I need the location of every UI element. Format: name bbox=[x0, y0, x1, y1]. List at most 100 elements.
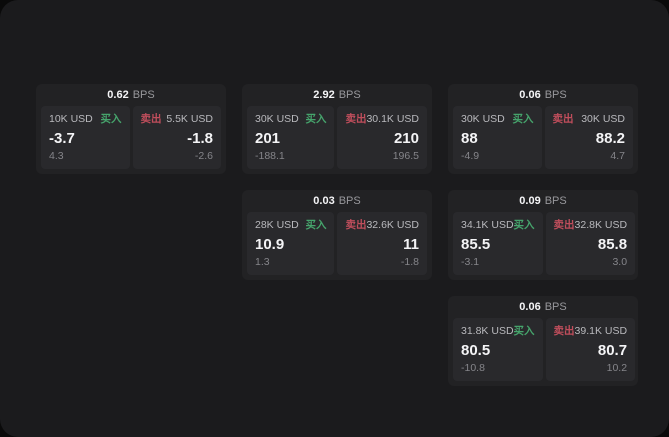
sell-tile-header: 卖出 32.6K USD bbox=[345, 219, 419, 232]
sell-amount: 30.1K USD bbox=[366, 113, 419, 125]
buy-amount: 30K USD bbox=[461, 113, 505, 125]
buy-price: 10.9 bbox=[255, 236, 285, 253]
sell-delta: 4.7 bbox=[610, 150, 625, 162]
sell-price: 11 bbox=[403, 236, 419, 253]
card-header: 2.92 BPS bbox=[247, 84, 427, 106]
sell-amount: 32.6K USD bbox=[366, 219, 419, 231]
bps-unit-label: BPS bbox=[338, 89, 361, 101]
buy-tile[interactable]: 30K USD 买入 88 -4.9 bbox=[453, 106, 542, 169]
sell-side-label: 卖出 bbox=[553, 219, 575, 231]
buy-side-label: 买入 bbox=[512, 113, 534, 125]
card-header: 0.62 BPS bbox=[41, 84, 221, 106]
buy-tile-header: 30K USD 买入 bbox=[461, 113, 534, 126]
buy-delta: 4.3 bbox=[49, 150, 64, 162]
sell-tile[interactable]: 卖出 30.1K USD 210 196.5 bbox=[337, 106, 427, 169]
buy-amount: 10K USD bbox=[49, 113, 93, 125]
sell-delta: 3.0 bbox=[612, 256, 628, 268]
buy-tile-header: 31.8K USD 买入 bbox=[461, 325, 535, 338]
bps-unit-label: BPS bbox=[132, 89, 155, 101]
sell-delta: 10.2 bbox=[606, 362, 628, 374]
sell-delta: -2.6 bbox=[194, 150, 213, 162]
sell-side-label: 卖出 bbox=[140, 113, 162, 125]
buy-amount: 28K USD bbox=[255, 219, 299, 231]
sell-amount: 39.1K USD bbox=[574, 325, 628, 337]
quote-card[interactable]: 0.09 BPS 34.1K USD 买入 85.5 -3.1 卖出 32.8K… bbox=[448, 190, 638, 280]
card-body: 30K USD 买入 201 -188.1 卖出 30.1K USD 210 1… bbox=[247, 106, 427, 169]
buy-price: 88 bbox=[461, 130, 478, 147]
buy-price: -3.7 bbox=[49, 130, 75, 147]
buy-delta: -4.9 bbox=[461, 150, 480, 162]
buy-side-label: 买入 bbox=[513, 325, 535, 337]
sell-price: 88.2 bbox=[595, 130, 625, 147]
card-header: 0.09 BPS bbox=[453, 190, 633, 212]
sell-price: 85.8 bbox=[597, 236, 628, 253]
buy-delta: -3.1 bbox=[461, 256, 480, 268]
quote-card[interactable]: 0.06 BPS 30K USD 买入 88 -4.9 卖出 30K USD 8… bbox=[448, 84, 638, 174]
sell-price: 80.7 bbox=[597, 342, 628, 359]
bps-unit-label: BPS bbox=[544, 195, 567, 207]
quote-card[interactable]: 0.03 BPS 28K USD 买入 10.9 1.3 卖出 32.6K US… bbox=[242, 190, 432, 280]
sell-delta: -1.8 bbox=[400, 256, 419, 268]
sell-tile-header: 卖出 39.1K USD bbox=[554, 325, 628, 338]
sell-side-label: 卖出 bbox=[552, 113, 574, 125]
bps-value: 0.06 bbox=[519, 301, 541, 313]
sell-tile-header: 卖出 30.1K USD bbox=[345, 113, 419, 126]
buy-price: 80.5 bbox=[461, 342, 491, 359]
quotes-grid: 0.62 BPS 10K USD 买入 -3.7 4.3 卖出 5.5K USD… bbox=[36, 84, 638, 386]
buy-tile[interactable]: 28K USD 买入 10.9 1.3 bbox=[247, 212, 335, 275]
card-body: 10K USD 买入 -3.7 4.3 卖出 5.5K USD -1.8 -2.… bbox=[41, 106, 221, 169]
buy-delta: 1.3 bbox=[255, 256, 270, 268]
card-header: 0.03 BPS bbox=[247, 190, 427, 212]
sell-tile[interactable]: 卖出 32.6K USD 11 -1.8 bbox=[337, 212, 427, 275]
card-header: 0.06 BPS bbox=[453, 296, 633, 318]
buy-delta: -10.8 bbox=[461, 362, 485, 374]
card-body: 30K USD 买入 88 -4.9 卖出 30K USD 88.2 4.7 bbox=[453, 106, 633, 169]
buy-tile[interactable]: 10K USD 买入 -3.7 4.3 bbox=[41, 106, 130, 169]
buy-tile[interactable]: 31.8K USD 买入 80.5 -10.8 bbox=[453, 318, 543, 381]
quote-card[interactable]: 0.06 BPS 31.8K USD 买入 80.5 -10.8 卖出 39.1… bbox=[448, 296, 638, 386]
sell-side-label: 卖出 bbox=[345, 113, 367, 125]
quote-card[interactable]: 0.62 BPS 10K USD 买入 -3.7 4.3 卖出 5.5K USD… bbox=[36, 84, 226, 174]
buy-delta: -188.1 bbox=[255, 150, 285, 162]
buy-amount: 34.1K USD bbox=[461, 219, 514, 231]
sell-delta: 196.5 bbox=[392, 150, 419, 162]
buy-amount: 30K USD bbox=[255, 113, 299, 125]
bps-value: 2.92 bbox=[313, 89, 335, 101]
buy-tile[interactable]: 34.1K USD 买入 85.5 -3.1 bbox=[453, 212, 543, 275]
buy-tile-header: 30K USD 买入 bbox=[255, 113, 326, 126]
buy-price: 85.5 bbox=[461, 236, 491, 253]
buy-price: 201 bbox=[255, 130, 281, 147]
sell-tile-header: 卖出 32.8K USD bbox=[554, 219, 628, 232]
card-body: 34.1K USD 买入 85.5 -3.1 卖出 32.8K USD 85.8… bbox=[453, 212, 636, 275]
bps-unit-label: BPS bbox=[544, 89, 567, 101]
bps-value: 0.03 bbox=[313, 195, 335, 207]
bps-value: 0.09 bbox=[519, 195, 541, 207]
buy-tile-header: 10K USD 买入 bbox=[49, 113, 122, 126]
sell-amount: 32.8K USD bbox=[574, 219, 628, 231]
sell-tile[interactable]: 卖出 32.8K USD 85.8 3.0 bbox=[545, 212, 636, 275]
sell-amount: 30K USD bbox=[581, 113, 625, 125]
sell-amount: 5.5K USD bbox=[166, 113, 213, 125]
sell-side-label: 卖出 bbox=[553, 325, 575, 337]
buy-side-label: 买入 bbox=[513, 219, 535, 231]
buy-tile-header: 34.1K USD 买入 bbox=[461, 219, 535, 232]
quote-card[interactable]: 2.92 BPS 30K USD 买入 201 -188.1 卖出 30.1K … bbox=[242, 84, 432, 174]
bps-value: 0.06 bbox=[519, 89, 541, 101]
sell-price: -1.8 bbox=[187, 130, 213, 147]
buy-side-label: 买入 bbox=[100, 113, 122, 125]
sell-price: 210 bbox=[393, 130, 419, 147]
card-header: 0.06 BPS bbox=[453, 84, 633, 106]
sell-tile-header: 卖出 5.5K USD bbox=[141, 113, 214, 126]
card-body: 28K USD 买入 10.9 1.3 卖出 32.6K USD 11 -1.8 bbox=[247, 212, 427, 275]
buy-side-label: 买入 bbox=[305, 219, 327, 231]
bps-unit-label: BPS bbox=[544, 301, 567, 313]
bps-value: 0.62 bbox=[107, 89, 129, 101]
sell-tile[interactable]: 卖出 39.1K USD 80.7 10.2 bbox=[545, 318, 636, 381]
buy-tile[interactable]: 30K USD 买入 201 -188.1 bbox=[247, 106, 335, 169]
bps-unit-label: BPS bbox=[338, 195, 361, 207]
sell-tile[interactable]: 卖出 5.5K USD -1.8 -2.6 bbox=[132, 106, 221, 169]
buy-side-label: 买入 bbox=[305, 113, 327, 125]
sell-tile-header: 卖出 30K USD bbox=[553, 113, 626, 126]
sell-tile[interactable]: 卖出 30K USD 88.2 4.7 bbox=[544, 106, 633, 169]
